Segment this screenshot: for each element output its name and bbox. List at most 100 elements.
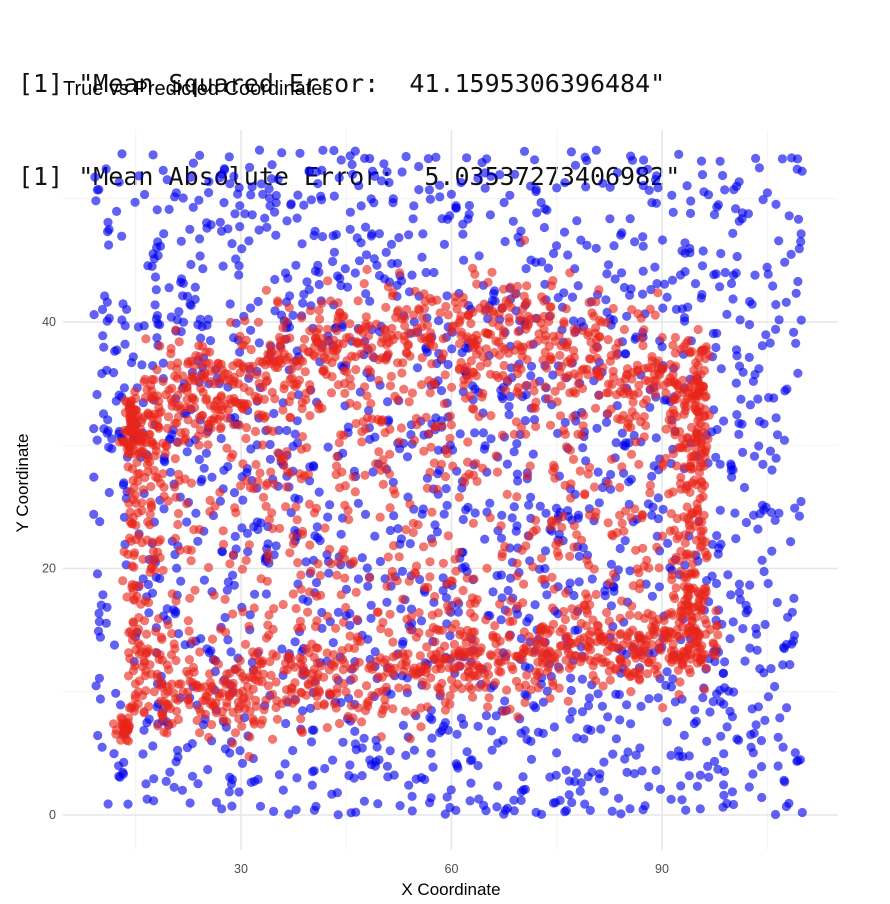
true-point — [299, 200, 309, 210]
true-point — [467, 755, 477, 765]
predicted-point — [374, 447, 384, 457]
true-point — [761, 330, 771, 340]
true-point — [571, 768, 582, 778]
true-point — [346, 808, 356, 818]
true-point — [445, 211, 455, 221]
predicted-point — [137, 438, 147, 448]
true-point — [440, 809, 450, 819]
true-point — [374, 229, 384, 239]
true-point — [474, 251, 484, 261]
predicted-point — [466, 318, 476, 329]
true-point — [703, 761, 713, 772]
predicted-point — [228, 609, 238, 619]
predicted-point — [380, 694, 390, 705]
predicted-point — [182, 382, 192, 392]
predicted-point — [182, 499, 192, 509]
true-point — [781, 801, 792, 812]
predicted-point — [555, 664, 565, 674]
true-point — [572, 216, 582, 226]
true-point — [711, 342, 721, 353]
true-point — [638, 232, 648, 242]
predicted-point — [214, 691, 225, 702]
predicted-point — [637, 510, 647, 520]
true-point — [333, 271, 343, 281]
predicted-point — [378, 617, 388, 628]
predicted-point — [137, 662, 147, 672]
predicted-point — [248, 647, 258, 657]
predicted-point — [489, 309, 499, 319]
predicted-point — [167, 383, 177, 393]
true-point — [696, 293, 706, 303]
predicted-point — [353, 296, 363, 306]
true-point — [258, 189, 268, 199]
true-point — [353, 498, 363, 508]
predicted-point — [340, 481, 350, 491]
predicted-point — [203, 440, 213, 450]
predicted-point — [345, 374, 355, 384]
true-point — [102, 602, 112, 612]
predicted-point — [227, 738, 238, 748]
predicted-point — [241, 335, 251, 345]
true-point — [499, 197, 509, 208]
true-point — [427, 733, 437, 743]
true-point — [93, 730, 103, 741]
predicted-point — [631, 545, 641, 555]
predicted-point — [519, 579, 529, 589]
predicted-point — [414, 608, 424, 618]
true-point — [567, 797, 577, 808]
true-point — [403, 492, 413, 502]
true-point — [176, 274, 187, 284]
predicted-point — [385, 381, 396, 391]
true-point — [114, 177, 124, 187]
true-point — [573, 281, 583, 291]
true-point — [435, 180, 445, 190]
predicted-point — [388, 652, 398, 662]
predicted-point — [604, 616, 614, 626]
predicted-point — [402, 683, 412, 694]
true-point — [611, 734, 622, 744]
true-point — [510, 169, 520, 179]
true-point — [518, 772, 528, 782]
true-point — [91, 681, 101, 691]
predicted-point — [570, 328, 580, 338]
true-point — [260, 213, 270, 223]
predicted-point — [301, 690, 311, 700]
predicted-point — [259, 413, 269, 423]
predicted-point — [146, 500, 157, 510]
predicted-point — [205, 669, 215, 679]
predicted-point — [409, 435, 420, 445]
true-point — [264, 184, 274, 194]
true-point — [728, 228, 738, 238]
predicted-point — [567, 604, 577, 614]
true-point — [620, 536, 630, 546]
true-point — [382, 597, 392, 607]
predicted-point — [631, 437, 641, 447]
predicted-point — [688, 559, 698, 569]
predicted-point — [545, 352, 556, 362]
predicted-point — [682, 432, 692, 442]
predicted-point — [668, 405, 678, 415]
true-point — [676, 781, 686, 791]
predicted-point — [545, 625, 555, 636]
true-point — [736, 394, 746, 404]
true-point — [663, 538, 673, 549]
predicted-point — [337, 548, 347, 559]
true-point — [519, 146, 530, 156]
true-point — [488, 587, 498, 597]
predicted-point — [492, 467, 503, 477]
predicted-point — [570, 611, 580, 621]
predicted-point — [439, 399, 449, 409]
predicted-point — [520, 680, 531, 690]
predicted-point — [682, 593, 692, 603]
true-point — [615, 543, 625, 554]
true-point — [375, 556, 385, 567]
true-point — [668, 207, 678, 217]
predicted-point — [559, 425, 569, 435]
predicted-point — [700, 445, 710, 456]
predicted-point — [288, 531, 298, 541]
true-point — [345, 224, 355, 234]
predicted-point — [394, 437, 404, 447]
predicted-point — [255, 468, 265, 478]
predicted-point — [593, 621, 603, 631]
true-point — [541, 508, 551, 518]
